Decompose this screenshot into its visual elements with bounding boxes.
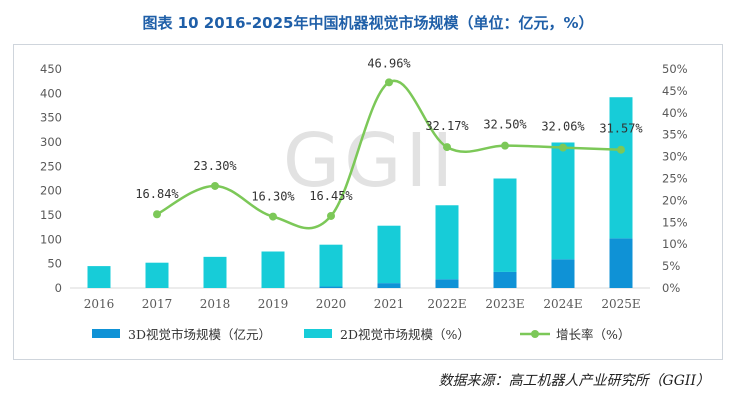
growth-rate-label: 16.45% xyxy=(309,189,353,203)
x-tick-label: 2022E xyxy=(427,297,466,311)
growth-rate-point xyxy=(385,78,393,87)
bar-2d-vision xyxy=(203,256,227,288)
growth-rate-point xyxy=(443,143,451,152)
watermark: GGII xyxy=(282,118,458,204)
growth-rate-label: 16.84% xyxy=(135,187,179,201)
y-right-tick-label: 30% xyxy=(662,150,688,164)
legend-swatch-growth-point xyxy=(531,330,539,338)
source-prefix: 数据来源： xyxy=(438,373,509,389)
growth-rate-point xyxy=(327,211,335,220)
x-tick-label: 2025E xyxy=(601,297,640,311)
legend-swatch-3d xyxy=(92,329,120,338)
x-tick-label: 2021 xyxy=(374,297,405,311)
bar-3d-vision xyxy=(493,271,517,288)
y-left-tick-label: 250 xyxy=(40,159,62,173)
x-tick-label: 2019 xyxy=(258,297,289,311)
bar-2d-vision xyxy=(261,251,285,288)
y-right-tick-label: 35% xyxy=(662,128,688,142)
source-note: 数据来源：高工机器人产业研究所（GGII） xyxy=(439,370,710,390)
x-tick-label: 2020 xyxy=(316,297,347,311)
growth-rate-label: 32.06% xyxy=(541,120,585,134)
bar-2d-vision xyxy=(435,205,459,280)
chart-frame xyxy=(13,44,723,360)
growth-rate-label: 46.96% xyxy=(367,56,411,70)
legend-label: 3D视觉市场规模（亿元） xyxy=(128,327,271,342)
y-left-tick-label: 350 xyxy=(40,111,62,125)
growth-rate-point xyxy=(559,143,567,152)
y-left-tick-label: 400 xyxy=(40,86,62,100)
axes-layer: 0 50 100 150 200 250 300 350 400 450 0% 5% 10% 15% 20%… xyxy=(40,62,688,311)
y-right-tick-label: 45% xyxy=(662,84,688,98)
bar-2d-vision xyxy=(551,142,575,260)
growth-rate-point xyxy=(501,141,509,150)
growth-rate-point xyxy=(269,212,277,221)
growth-rate-label: 32.50% xyxy=(483,118,527,132)
growth-line-layer: 16.84% 23.30% 16.30% 16.45% 46.96% 32.17% 32.5… xyxy=(135,56,643,230)
y-left-tick-label: 300 xyxy=(40,135,62,149)
y-left-tick-label: 200 xyxy=(40,184,62,198)
bar-3d-vision xyxy=(319,286,343,288)
bar-3d-vision xyxy=(435,279,459,288)
y-left-tick-label: 0 xyxy=(55,281,62,295)
growth-rate-label: 31.57% xyxy=(599,122,643,136)
x-tick-label: 2016 xyxy=(84,297,115,311)
x-tick-label: 2024E xyxy=(543,297,582,311)
x-tick-label: 2018 xyxy=(200,297,231,311)
chart-title: 图表 10 2016-2025年中国机器视觉市场规模（单位：亿元，%） xyxy=(142,14,594,32)
growth-rate-point xyxy=(153,210,161,219)
bar-3d-vision xyxy=(377,283,401,288)
y-left-tick-label: 50 xyxy=(47,257,62,271)
bar-2d-vision xyxy=(145,262,169,288)
x-tick-label: 2023E xyxy=(485,297,524,311)
bar-2d-vision xyxy=(87,266,111,288)
y-right-tick-label: 40% xyxy=(662,106,688,120)
growth-rate-label: 32.17% xyxy=(425,119,469,133)
y-left-tick-label: 450 xyxy=(40,62,62,76)
y-right-tick-label: 10% xyxy=(662,237,688,251)
growth-rate-label: 23.30% xyxy=(193,159,237,173)
legend-swatch-2d xyxy=(304,329,332,338)
bars-layer xyxy=(87,97,633,288)
bar-2d-vision xyxy=(609,97,633,239)
source-text: 高工机器人产业研究所（GGII） xyxy=(508,373,710,389)
bar-3d-vision xyxy=(609,238,633,288)
y-right-tick-label: 0% xyxy=(662,281,680,295)
y-right-tick-label: 20% xyxy=(662,193,688,207)
y-right-tick-label: 25% xyxy=(662,172,688,186)
y-right-tick-label: 15% xyxy=(662,215,688,229)
legend-label: 增长率（%） xyxy=(556,327,630,342)
bar-2d-vision xyxy=(377,225,401,284)
legend-label: 2D视觉市场规模（%） xyxy=(340,327,470,342)
y-left-tick-label: 100 xyxy=(40,232,62,246)
legend: 3D视觉市场规模（亿元） 2D视觉市场规模（%） 增长率（%） xyxy=(92,327,630,342)
bar-2d-vision xyxy=(493,178,517,272)
bar-3d-vision xyxy=(551,259,575,288)
y-right-tick-label: 50% xyxy=(662,62,688,76)
growth-rate-line xyxy=(156,79,622,230)
x-tick-label: 2017 xyxy=(142,297,173,311)
y-left-tick-label: 150 xyxy=(40,208,62,222)
growth-rate-point xyxy=(211,181,219,190)
growth-rate-label: 16.30% xyxy=(251,190,295,204)
y-right-tick-label: 5% xyxy=(662,259,680,273)
growth-rate-point xyxy=(617,145,625,154)
bar-2d-vision xyxy=(319,244,343,287)
